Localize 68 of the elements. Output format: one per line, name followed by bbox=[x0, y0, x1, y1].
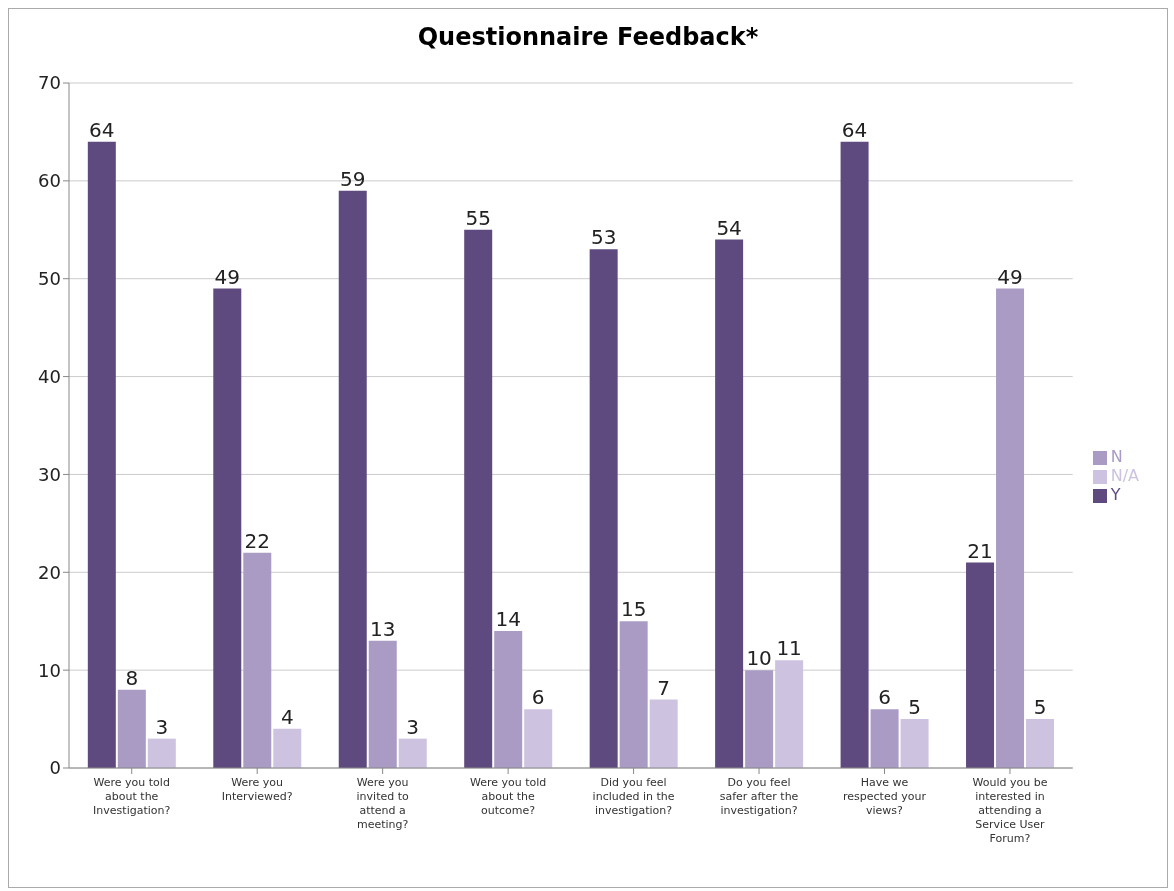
bar bbox=[900, 719, 929, 768]
data-label: 6 bbox=[531, 685, 545, 710]
data-label: 64 bbox=[89, 117, 115, 142]
data-label: 21 bbox=[967, 538, 993, 563]
data-label: 5 bbox=[1033, 695, 1047, 720]
y-tick-label: 30 bbox=[38, 463, 61, 485]
data-label: 59 bbox=[340, 166, 366, 191]
bar bbox=[966, 562, 995, 768]
data-label: 8 bbox=[125, 665, 139, 690]
bar bbox=[996, 288, 1025, 768]
data-label: 14 bbox=[495, 607, 521, 631]
data-label: 3 bbox=[155, 714, 169, 739]
bar bbox=[87, 141, 116, 768]
data-label: 6 bbox=[878, 685, 891, 710]
data-label: 49 bbox=[997, 264, 1023, 289]
x-tick-label: Have we respected your views? bbox=[843, 776, 927, 817]
x-tick-label: Were you Interviewed? bbox=[221, 776, 293, 803]
data-label: 3 bbox=[406, 714, 420, 739]
bar bbox=[745, 670, 774, 768]
x-tick-label: Were you told about the Investigation? bbox=[93, 776, 171, 817]
bar bbox=[1026, 719, 1055, 768]
y-tick-label: 70 bbox=[38, 72, 61, 94]
bar bbox=[775, 660, 804, 768]
y-tick-label: 0 bbox=[49, 757, 61, 779]
x-tick-label: Were you told about the outcome? bbox=[469, 776, 547, 817]
bar bbox=[494, 631, 523, 768]
legend-label: Y bbox=[1110, 485, 1121, 504]
x-tick-label: Do you feel safer after the investigation? bbox=[719, 776, 799, 817]
data-label: 53 bbox=[590, 225, 617, 250]
bar bbox=[589, 249, 618, 768]
bar bbox=[649, 699, 678, 768]
y-tick-label: 20 bbox=[38, 561, 61, 583]
legend-label: N bbox=[1110, 447, 1123, 466]
data-label: 64 bbox=[841, 117, 868, 142]
data-label: 13 bbox=[370, 616, 396, 641]
bar bbox=[273, 728, 302, 768]
data-label: 22 bbox=[244, 528, 271, 553]
bar bbox=[243, 552, 272, 768]
x-tick-label: Did you feel included in the investigation? bbox=[592, 776, 675, 817]
x-tick-label: Were you invited to attend a meeting? bbox=[356, 776, 410, 831]
chart-title: Questionnaire Feedback* bbox=[416, 22, 760, 53]
bar bbox=[464, 229, 493, 768]
bar bbox=[338, 190, 367, 768]
bar bbox=[619, 621, 648, 768]
bar bbox=[524, 709, 553, 768]
y-tick-label: 60 bbox=[38, 170, 61, 192]
data-label: 49 bbox=[214, 264, 241, 289]
data-label: 54 bbox=[716, 215, 742, 240]
data-label: 10 bbox=[746, 646, 772, 671]
bar bbox=[715, 239, 744, 768]
y-tick-label: 10 bbox=[38, 659, 61, 681]
legend-label: N/A bbox=[1110, 466, 1139, 485]
data-label: 7 bbox=[657, 675, 671, 700]
x-tick-label: Would you be interested in attending a Service User Forum? bbox=[972, 776, 1048, 845]
bar bbox=[368, 640, 397, 768]
data-label: 4 bbox=[280, 704, 294, 729]
data-label: 11 bbox=[776, 636, 802, 661]
y-tick-label: 50 bbox=[38, 268, 61, 290]
data-label: 55 bbox=[465, 205, 491, 230]
bar bbox=[398, 738, 427, 768]
data-label: 5 bbox=[908, 695, 921, 720]
y-tick-label: 40 bbox=[38, 365, 61, 387]
bar bbox=[147, 738, 176, 768]
bar bbox=[117, 689, 146, 768]
bar bbox=[213, 288, 242, 768]
data-label: 15 bbox=[620, 597, 647, 622]
bar bbox=[840, 141, 869, 768]
bar bbox=[870, 709, 899, 768]
